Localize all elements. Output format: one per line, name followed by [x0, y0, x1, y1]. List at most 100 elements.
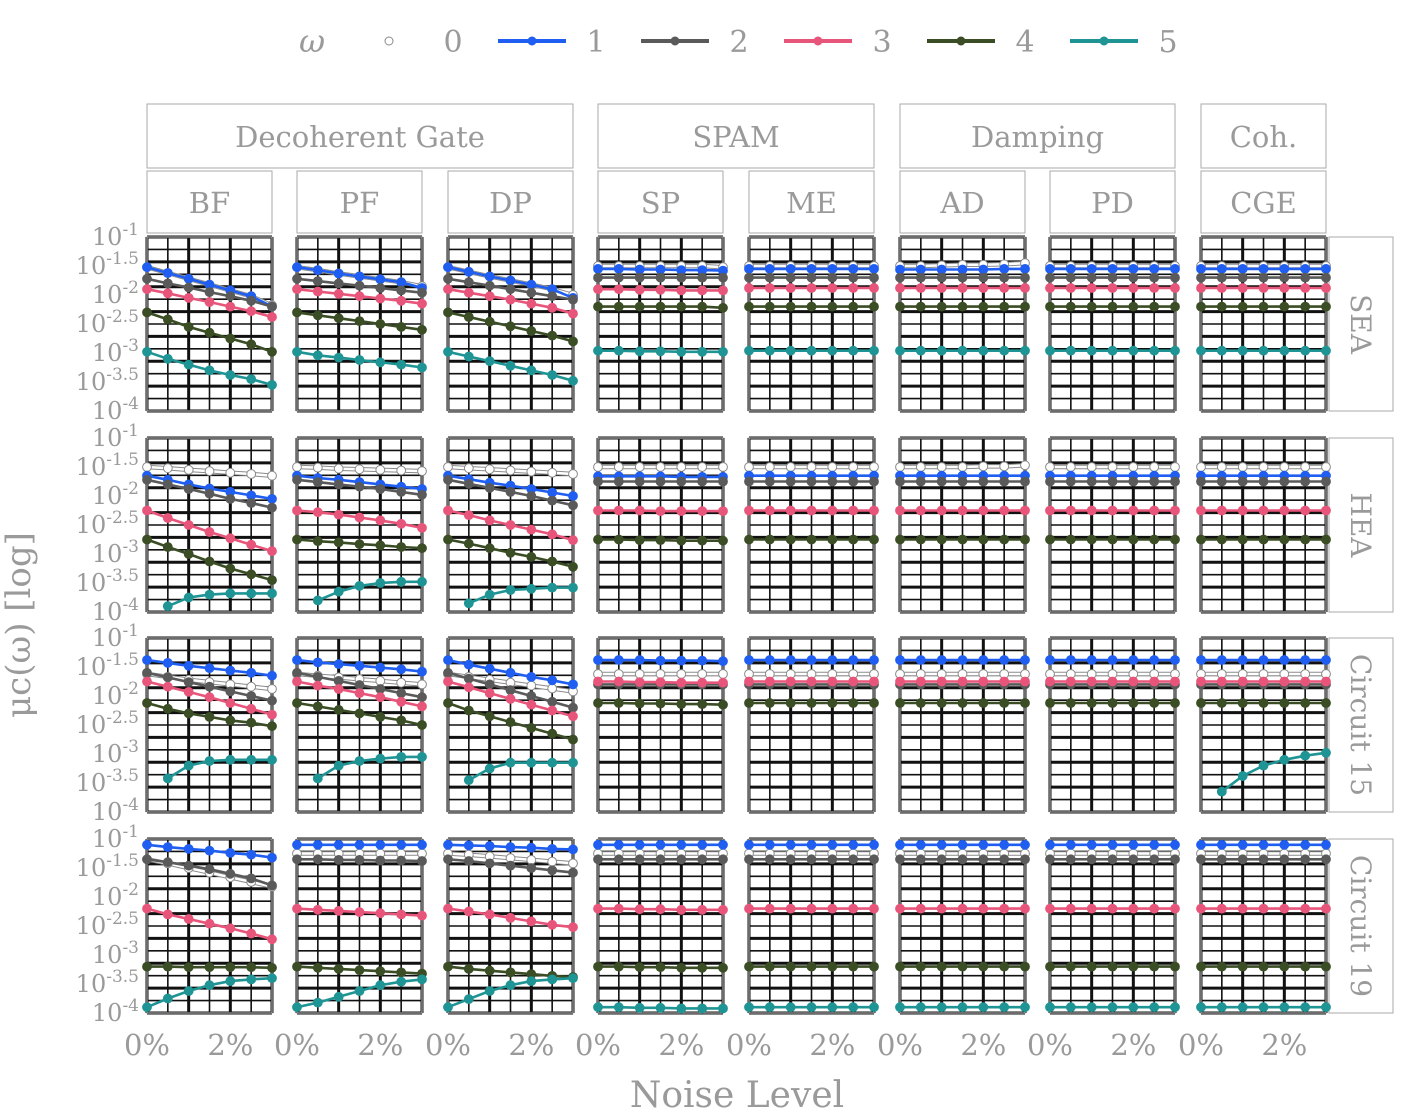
data-point	[697, 476, 708, 487]
column-strip-box	[1049, 170, 1176, 234]
data-point	[1196, 698, 1206, 708]
data-point	[484, 356, 495, 367]
data-point	[1020, 1002, 1030, 1013]
row-strip-box	[1328, 236, 1394, 412]
y-tick-label: 10-3.5	[76, 566, 139, 597]
data-point	[718, 462, 728, 472]
panel-border	[146, 437, 273, 613]
series-4	[443, 698, 578, 745]
data-point	[396, 322, 407, 332]
data-point	[417, 720, 427, 730]
column-strip-box	[296, 170, 423, 234]
data-point	[848, 903, 859, 914]
data-point	[1237, 534, 1248, 545]
data-point	[484, 711, 495, 722]
data-point	[484, 965, 495, 976]
data-point	[463, 478, 474, 489]
data-point	[1065, 283, 1076, 293]
series-3	[292, 676, 427, 712]
data-point	[375, 692, 386, 703]
data-point	[463, 351, 474, 362]
data-point	[1107, 1002, 1118, 1013]
data-point	[1065, 839, 1076, 850]
data-point	[1149, 903, 1160, 914]
data-point	[417, 692, 427, 703]
x-axis-ticks: 0% 2%	[124, 1028, 253, 1062]
data-point	[162, 672, 173, 683]
data-point	[225, 370, 236, 380]
panel-sea-sp	[593, 235, 728, 413]
data-point	[505, 360, 516, 371]
x-axis-ticks: 0% 2%	[1027, 1028, 1156, 1062]
panel-hea-dp	[443, 436, 578, 614]
data-point	[1107, 301, 1118, 312]
data-point	[869, 505, 879, 516]
data-point	[417, 752, 427, 762]
data-point	[443, 655, 453, 665]
x-tick-label: 0%	[1178, 1028, 1224, 1062]
data-point	[957, 676, 968, 687]
panel-circuit-19-me: 0% 2%	[726, 837, 879, 1062]
data-point	[375, 753, 386, 764]
data-point	[697, 904, 708, 915]
series-2	[1045, 854, 1180, 865]
column-strip-label: PD	[1091, 186, 1134, 220]
data-point	[292, 667, 302, 678]
data-point	[333, 906, 344, 916]
data-point	[246, 469, 257, 479]
data-point	[375, 676, 386, 686]
data-point	[1258, 839, 1269, 850]
data-point	[312, 276, 323, 287]
data-point	[375, 980, 386, 991]
data-point	[1065, 534, 1076, 545]
data-point	[375, 908, 386, 919]
panel-grid	[596, 837, 725, 1015]
data-point	[827, 903, 838, 914]
panel-border	[597, 637, 724, 813]
data-point	[957, 301, 968, 312]
group-strip-box	[1200, 103, 1327, 169]
data-point	[1237, 301, 1248, 312]
data-point	[895, 505, 905, 516]
series-2	[142, 854, 277, 891]
data-point	[568, 867, 578, 878]
data-point	[246, 339, 257, 350]
data-point	[547, 705, 558, 716]
data-point	[267, 502, 277, 513]
data-point	[267, 852, 277, 863]
data-point	[718, 699, 728, 710]
data-point	[246, 498, 257, 508]
data-point	[827, 698, 838, 708]
data-point	[634, 346, 645, 357]
legend-marker	[384, 36, 394, 46]
data-point	[443, 903, 453, 914]
legend-label: 5	[1158, 25, 1177, 60]
data-point	[162, 463, 173, 474]
legend-entry-5: 5	[1070, 25, 1178, 60]
data-point	[895, 264, 905, 275]
data-point	[484, 291, 495, 302]
legend: ω 0 1 2 3 4 5	[299, 22, 1178, 60]
data-point	[547, 487, 558, 498]
data-point	[915, 264, 926, 275]
data-point	[718, 962, 728, 973]
series-4	[292, 698, 427, 730]
data-point	[1258, 1002, 1269, 1013]
data-point	[463, 312, 474, 322]
data-point	[1321, 854, 1331, 865]
data-point	[225, 754, 236, 765]
data-point	[869, 698, 879, 708]
data-point	[1149, 676, 1160, 687]
data-point	[225, 686, 236, 697]
data-point	[333, 463, 344, 474]
data-point	[375, 578, 386, 588]
data-point	[443, 667, 453, 678]
data-point	[827, 264, 838, 274]
data-point	[613, 839, 624, 850]
data-point	[246, 974, 257, 985]
legend-label: 4	[1015, 25, 1034, 60]
data-point	[744, 345, 754, 356]
data-point	[225, 563, 236, 574]
x-tick-label: 0%	[726, 1028, 772, 1062]
data-point	[1086, 272, 1097, 283]
